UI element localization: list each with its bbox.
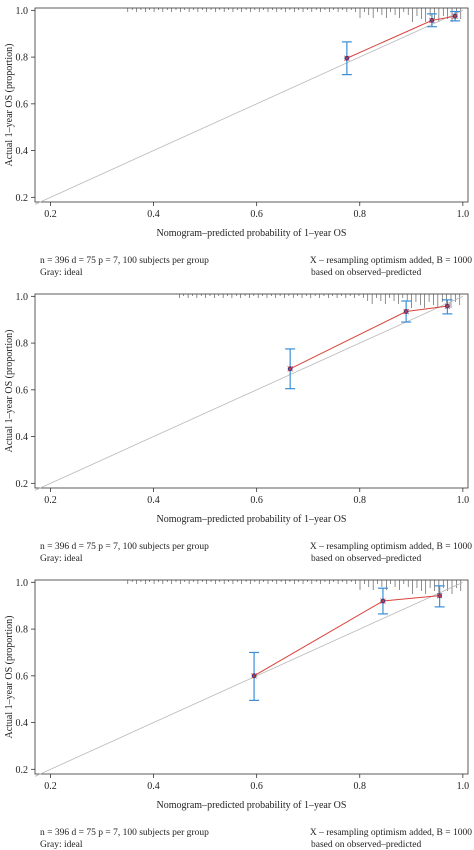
- calibration-line: [346, 15, 456, 59]
- x-axis-label: Nomogram–predicted probability of 1–year…: [157, 514, 347, 525]
- y-tick-label: 0.4: [16, 718, 29, 729]
- y-tick-label: 0.8: [16, 339, 29, 350]
- x-tick-label: 0.2: [44, 781, 57, 792]
- plot-frame: [34, 7, 469, 203]
- optimism-x-marker: [380, 598, 386, 604]
- resampling-note: X – resampling optimism added, B = 1000: [310, 256, 472, 266]
- calibration-panel-1: 0.2 0.4 0.6 0.8 1.0 0.2 0.4 0.6 0.8 1.0 Nomogram–p…: [4, 6, 472, 278]
- observed-predicted-note: based on observed–predicted: [311, 268, 422, 278]
- ideal-line: [34, 9, 464, 205]
- plot-frame: [34, 293, 469, 489]
- sample-size-note: n = 396 d = 75 p = 7, 100 subjects per g…: [40, 542, 209, 552]
- y-tick-label: 1.0: [16, 292, 29, 303]
- x-tick-label: 1.0: [457, 495, 470, 506]
- optimism-x-marker: [436, 592, 443, 599]
- rug-marks: [127, 580, 462, 594]
- x-tick-label: 1.0: [457, 781, 470, 792]
- x-tick-label: 0.2: [44, 495, 57, 506]
- optimism-x-marker: [251, 673, 257, 679]
- x-axis-label: Nomogram–predicted probability of 1–year…: [157, 228, 347, 239]
- y-tick-label: 0.4: [16, 146, 29, 157]
- x-tick-label: 0.4: [147, 495, 160, 506]
- x-tick-label: 0.8: [354, 781, 367, 792]
- y-axis-label: Actual 1–year OS (proportion): [4, 43, 15, 166]
- calibration-line: [289, 305, 448, 370]
- ideal-legend-note: Gray: ideal: [40, 268, 83, 278]
- x-tick-label: 0.4: [147, 781, 160, 792]
- rug-marks: [127, 8, 462, 22]
- x-tick-label: 0.4: [147, 209, 160, 220]
- calibration-line: [253, 595, 440, 677]
- y-tick-label: 1.0: [16, 578, 29, 589]
- optimism-x-marker: [287, 366, 293, 372]
- y-tick-label: 0.8: [16, 625, 29, 636]
- ideal-line: [34, 295, 464, 491]
- optimism-x-marker: [444, 303, 451, 309]
- optimism-x-marker: [344, 55, 350, 62]
- y-tick-label: 0.6: [16, 671, 29, 682]
- ideal-legend-note: Gray: ideal: [40, 840, 83, 850]
- y-axis-label: Actual 1–year OS (proportion): [4, 329, 15, 452]
- observed-predicted-note: based on observed–predicted: [311, 840, 422, 850]
- y-tick-label: 1.0: [16, 6, 29, 17]
- x-tick-label: 0.6: [250, 781, 263, 792]
- rug-marks: [179, 294, 461, 308]
- y-axis-label: Actual 1–year OS (proportion): [4, 615, 15, 738]
- sample-size-note: n = 396 d = 75 p = 7, 100 subjects per g…: [40, 828, 209, 838]
- calibration-panel-3: 0.2 0.4 0.6 0.8 1.0 0.2 0.4 0.6 0.8 1.0 Nomogram–p…: [4, 578, 472, 850]
- calibration-panel-2: 0.2 0.4 0.6 0.8 1.0 0.2 0.4 0.6 0.8 1.0 Nomogram–p…: [4, 292, 472, 564]
- y-tick-label: 0.6: [16, 385, 29, 396]
- observed-predicted-note: based on observed–predicted: [311, 554, 422, 564]
- ideal-line: [34, 581, 464, 777]
- y-tick-label: 0.8: [16, 53, 29, 64]
- x-tick-label: 0.6: [250, 495, 263, 506]
- y-tick-label: 0.2: [16, 479, 29, 490]
- optimism-x-marker: [403, 308, 409, 315]
- resampling-note: X – resampling optimism added, B = 1000: [310, 828, 472, 838]
- optimism-x-marker: [452, 13, 458, 19]
- x-axis-label: Nomogram–predicted probability of 1–year…: [157, 800, 347, 811]
- x-tick-label: 0.2: [44, 209, 57, 220]
- plot-frame: [34, 579, 469, 775]
- ideal-legend-note: Gray: ideal: [40, 554, 83, 564]
- resampling-note: X – resampling optimism added, B = 1000: [310, 542, 472, 552]
- sample-size-note: n = 396 d = 75 p = 7, 100 subjects per g…: [40, 256, 209, 266]
- x-tick-label: 0.8: [354, 209, 367, 220]
- y-tick-label: 0.6: [16, 99, 29, 110]
- y-tick-label: 0.4: [16, 432, 29, 443]
- y-tick-label: 0.2: [16, 193, 29, 204]
- x-tick-label: 0.8: [354, 495, 367, 506]
- y-tick-label: 0.2: [16, 765, 29, 776]
- x-tick-label: 1.0: [457, 209, 470, 220]
- x-tick-label: 0.6: [250, 209, 263, 220]
- optimism-x-marker: [429, 17, 435, 24]
